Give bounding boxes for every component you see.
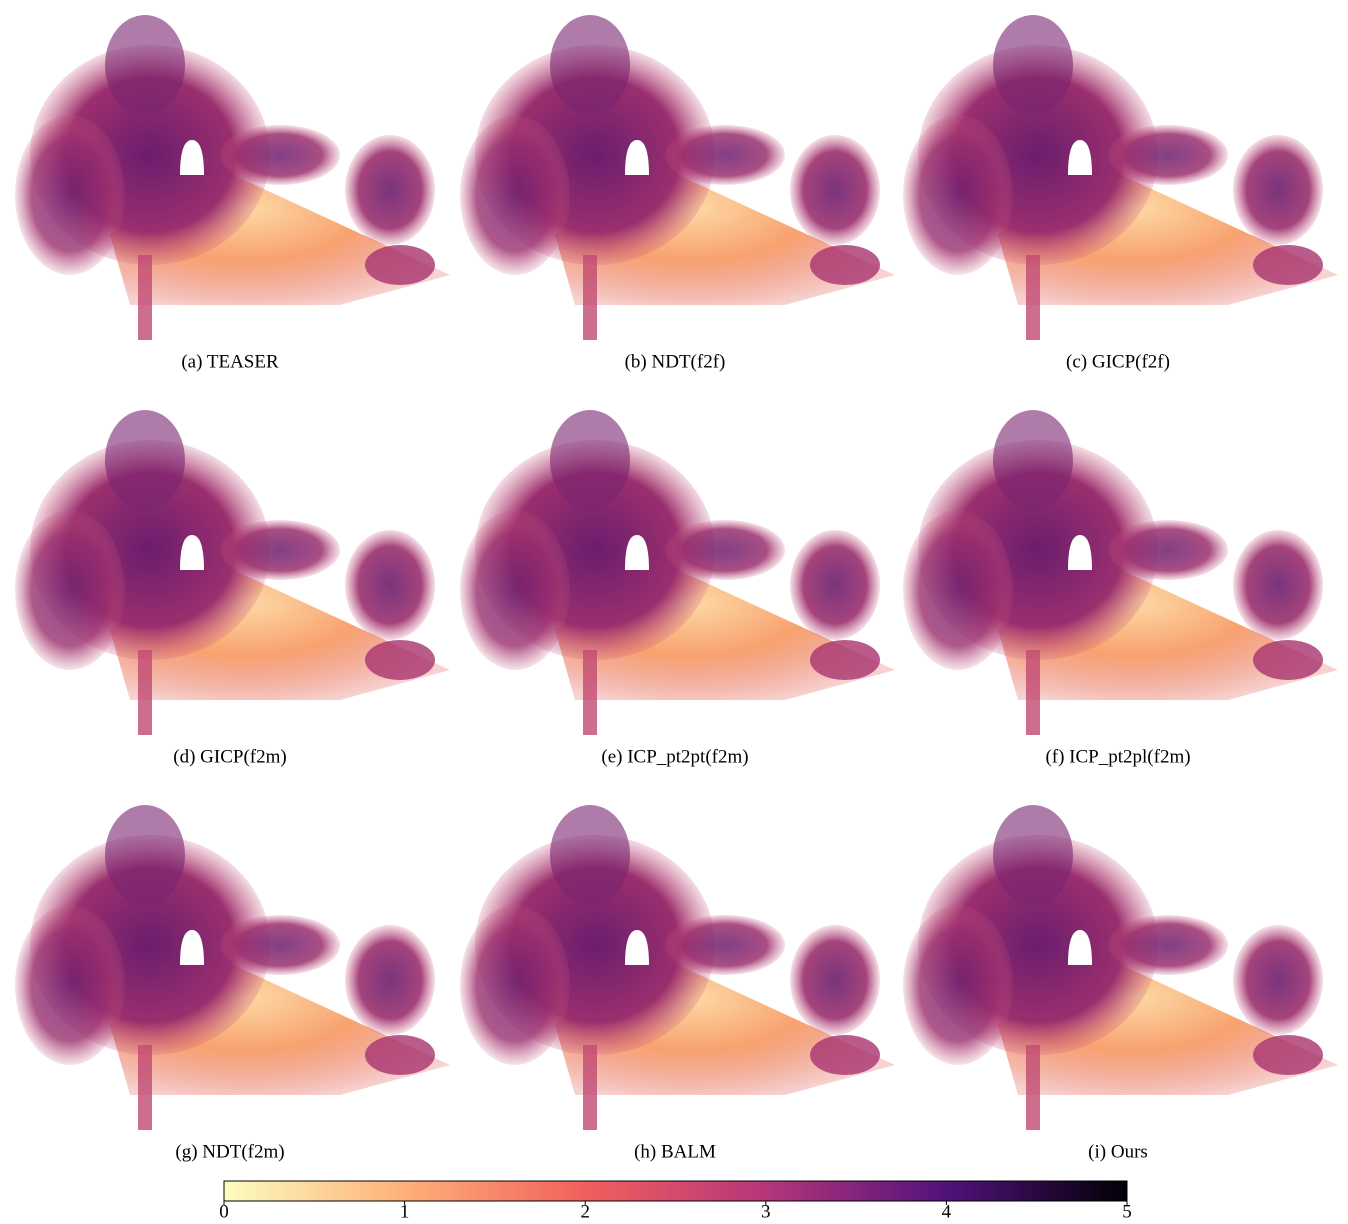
bush: [1253, 245, 1323, 285]
panel-caption: (a) TEASER: [181, 351, 279, 372]
panel-caption: (g) NDT(f2m): [175, 1141, 284, 1162]
point-cloud-panel: (i) Ours: [903, 805, 1338, 1162]
colorbar-tick-label: 5: [1122, 1201, 1132, 1222]
trunk: [1026, 255, 1040, 340]
tree-cluster: [665, 125, 785, 185]
trunk: [138, 255, 152, 340]
point-cloud-panel: (g) NDT(f2m): [15, 805, 450, 1162]
tree-cluster: [345, 135, 435, 245]
tree-cluster: [665, 520, 785, 580]
panel-caption: (e) ICP_pt2pt(f2m): [601, 746, 748, 767]
panel-caption: (d) GICP(f2m): [173, 746, 286, 767]
point-cloud-panel: (c) GICP(f2f): [903, 15, 1338, 372]
tree-top: [550, 410, 630, 510]
tree-cluster: [903, 905, 1013, 1065]
tree-cluster: [1233, 135, 1323, 245]
colorbar-tick-label: 1: [400, 1201, 410, 1222]
bush: [365, 1035, 435, 1075]
point-cloud-panel: (f) ICP_pt2pl(f2m): [903, 410, 1338, 767]
tree-top: [550, 15, 630, 115]
tree-top: [993, 410, 1073, 510]
tree-top: [105, 15, 185, 115]
tree-cluster: [460, 115, 570, 275]
tree-cluster: [345, 925, 435, 1035]
panel-caption: (h) BALM: [634, 1141, 716, 1162]
tree-cluster: [15, 115, 125, 275]
figure: (a) TEASER (b) NDT(f2f) (c) GICP(f2f) (d) G…: [0, 0, 1348, 1224]
tree-cluster: [220, 125, 340, 185]
tree-cluster: [903, 510, 1013, 670]
colorbar: [224, 1181, 1127, 1201]
point-cloud-panel: (h) BALM: [460, 805, 895, 1162]
tree-cluster: [790, 925, 880, 1035]
tree-top: [993, 15, 1073, 115]
bush: [810, 245, 880, 285]
tree-cluster: [790, 135, 880, 245]
tree-top: [993, 805, 1073, 905]
tree-cluster: [345, 530, 435, 640]
panel-caption: (c) GICP(f2f): [1066, 351, 1170, 372]
point-cloud-panel: (b) NDT(f2f): [460, 15, 895, 372]
tree-cluster: [1233, 530, 1323, 640]
bush: [365, 640, 435, 680]
tree-cluster: [1108, 520, 1228, 580]
panel-caption: (f) ICP_pt2pl(f2m): [1045, 746, 1190, 767]
trunk: [138, 650, 152, 735]
panel-caption: (b) NDT(f2f): [625, 351, 726, 372]
tree-cluster: [460, 905, 570, 1065]
bush: [1253, 640, 1323, 680]
point-cloud-panel: (d) GICP(f2m): [15, 410, 450, 767]
tree-top: [550, 805, 630, 905]
tree-top: [105, 805, 185, 905]
colorbar-tick-label: 2: [580, 1201, 590, 1222]
tree-cluster: [1108, 915, 1228, 975]
colorbar-tick-label: 4: [942, 1201, 952, 1222]
trunk: [138, 1045, 152, 1130]
trunk: [1026, 650, 1040, 735]
tree-cluster: [15, 905, 125, 1065]
tree-cluster: [1108, 125, 1228, 185]
tree-cluster: [220, 520, 340, 580]
trunk: [1026, 1045, 1040, 1130]
tree-cluster: [15, 510, 125, 670]
bush: [810, 1035, 880, 1075]
tree-cluster: [460, 510, 570, 670]
colorbar-tick-label: 3: [761, 1201, 771, 1222]
tree-cluster: [1233, 925, 1323, 1035]
trunk: [583, 1045, 597, 1130]
tree-cluster: [790, 530, 880, 640]
bush: [1253, 1035, 1323, 1075]
bush: [810, 640, 880, 680]
point-cloud-panel: (e) ICP_pt2pt(f2m): [460, 410, 895, 767]
colorbar-tick-label: 0: [219, 1201, 229, 1222]
trunk: [583, 650, 597, 735]
bush: [365, 245, 435, 285]
point-cloud-panel: (a) TEASER: [15, 15, 450, 372]
tree-cluster: [665, 915, 785, 975]
trunk: [583, 255, 597, 340]
tree-cluster: [903, 115, 1013, 275]
tree-cluster: [220, 915, 340, 975]
tree-top: [105, 410, 185, 510]
panel-caption: (i) Ours: [1088, 1141, 1148, 1162]
